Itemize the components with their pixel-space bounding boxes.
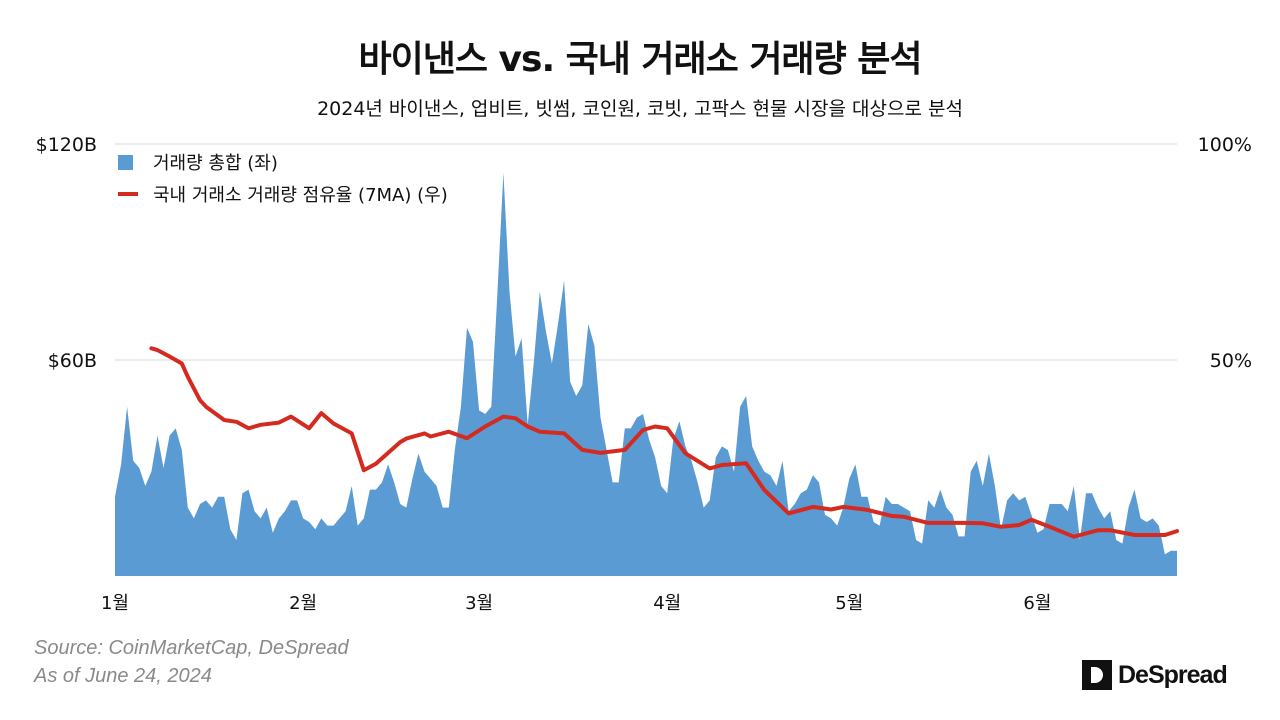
legend-label-share: 국내 거래소 거래량 점유율 (7MA) (우): [153, 185, 448, 206]
y-left-tick-label: $120B: [36, 134, 97, 156]
y-left-tick-label: $60B: [48, 350, 97, 372]
logo-text: DeSpread: [1118, 660, 1228, 689]
chart-subtitle: 2024년 바이낸스, 업비트, 빗썸, 코인원, 코빗, 고팍스 현물 시장을…: [317, 98, 963, 120]
legend: 거래량 총합 (좌) 국내 거래소 거래량 점유율 (7MA) (우): [118, 153, 448, 206]
axis-labels: $60B $120B 50% 100% 1월 2월 3월 4월 5월 6월: [36, 134, 1252, 614]
x-tick-label: 1월: [101, 593, 129, 614]
y-right-tick-label: 50%: [1210, 350, 1252, 372]
y-right-tick-label: 100%: [1198, 134, 1252, 156]
legend-label-volume: 거래량 총합 (좌): [153, 153, 278, 174]
x-tick-label: 4월: [653, 593, 681, 614]
volume-area: [115, 172, 1177, 577]
share-line: [149, 346, 1179, 539]
as-of-date: As of June 24, 2024: [34, 665, 212, 687]
x-tick-label: 6월: [1023, 593, 1051, 614]
share-line-layer: [149, 346, 1179, 539]
source-text: Source: CoinMarketCap, DeSpread: [34, 637, 349, 659]
legend-swatch-volume: [118, 155, 133, 170]
despread-logo-icon: [1082, 660, 1112, 690]
x-tick-label: 3월: [465, 593, 493, 614]
chart-title: 바이낸스 vs. 국내 거래소 거래량 분석: [358, 39, 923, 80]
gridlines: [115, 143, 1177, 361]
volume-area-layer: [115, 172, 1177, 577]
x-tick-label: 5월: [835, 593, 863, 614]
x-tick-label: 2월: [289, 593, 317, 614]
despread-logo: DeSpread: [1082, 660, 1228, 690]
